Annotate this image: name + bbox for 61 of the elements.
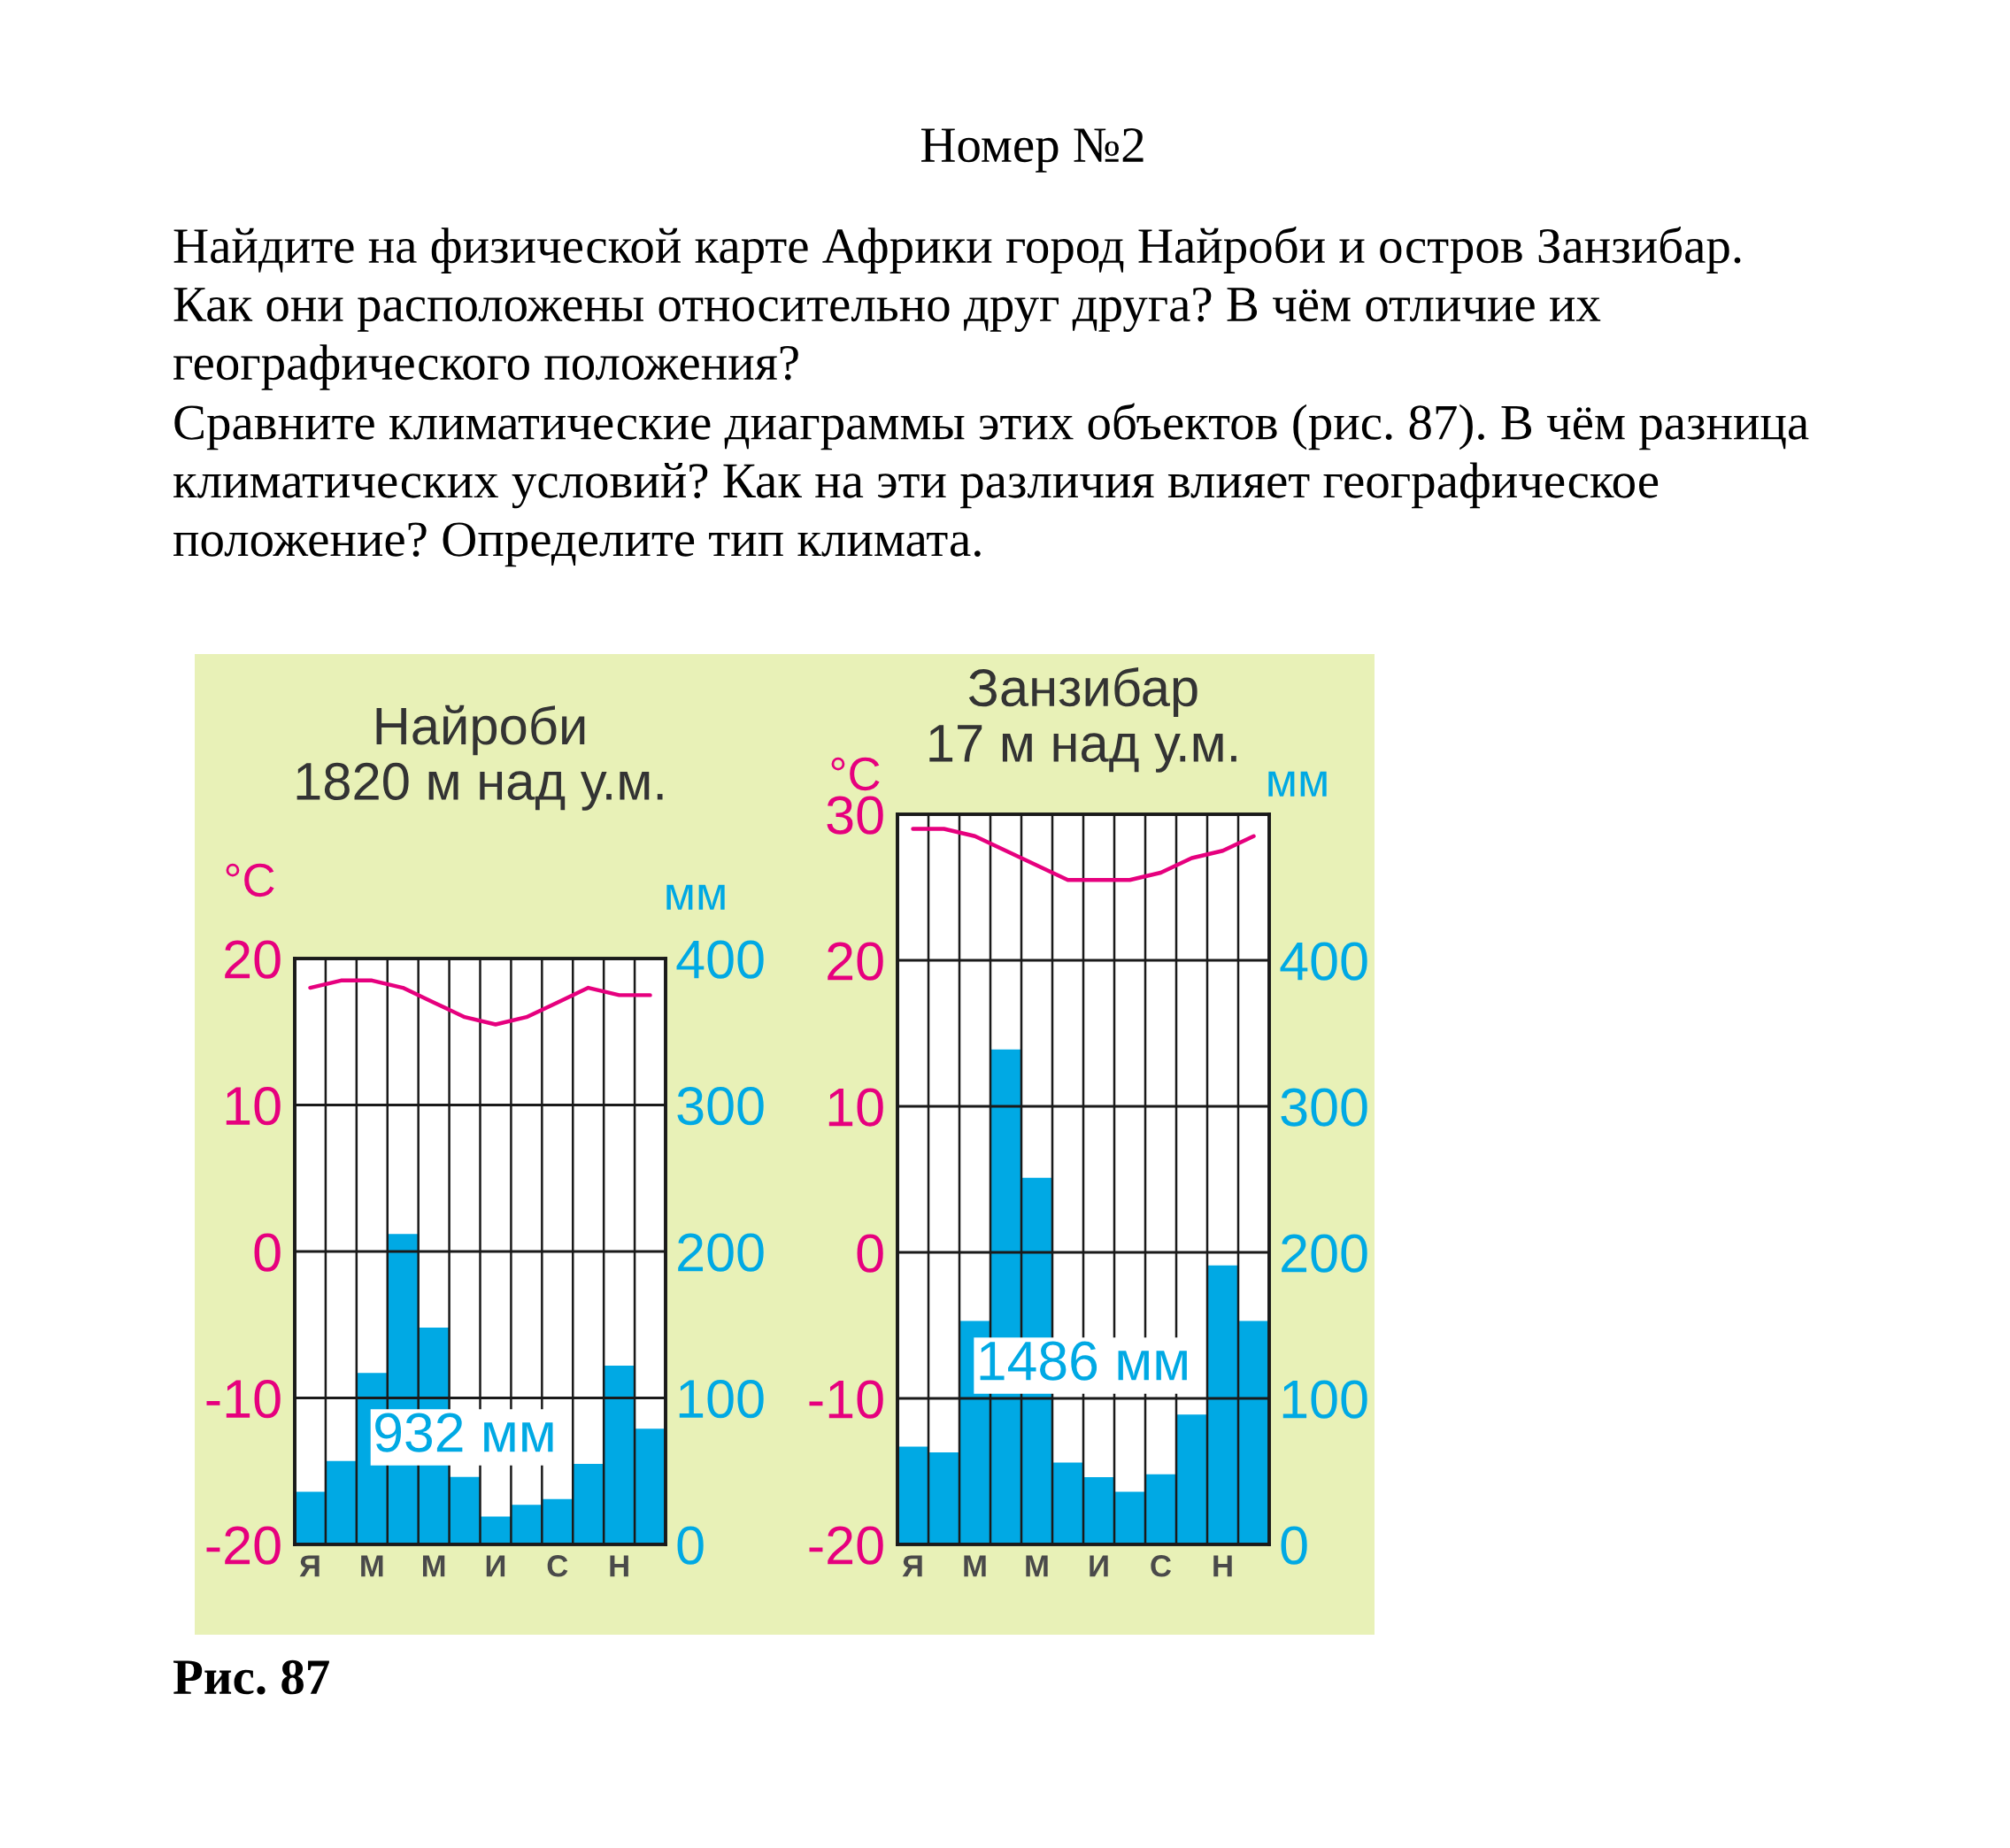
text: Найдите на физической карте Африки город Найроби и остров Занзибар. Как они расположены относительно друг друга? В чём отличие их географического положения? Сравните климатические диаграммы этих объектов (рис. 87). В чём разница климатических условий? Как на эти различия влияет географическое положение? Определите тип климата. [173, 227, 1809, 567]
bar [1052, 1462, 1083, 1544]
chart-subtitle: 1820 м над у.м. [296, 762, 663, 811]
annotation: 1486 мм [980, 1341, 1187, 1381]
chart-title: Занзибар [968, 666, 1198, 718]
text: Номер №2 [920, 127, 1144, 173]
y-tick-label: -20 [206, 1526, 281, 1565]
chart-subtitle: 17 м над у.м. [929, 725, 1236, 773]
bar [897, 1446, 928, 1544]
line-series [911, 827, 1256, 882]
y2-tick-label: 200 [678, 1233, 764, 1272]
x-tick-label: Н [1213, 1555, 1232, 1577]
line-series [308, 978, 652, 1027]
x-tick-label: М [422, 1555, 445, 1577]
y-axis-title: °C [831, 757, 880, 791]
bar [928, 1452, 959, 1544]
bar [1176, 1414, 1207, 1544]
y2-tick-label: 0 [677, 1526, 704, 1565]
bar [604, 1366, 635, 1544]
x-tick-label: М [361, 1555, 383, 1577]
x-tick-label: М [1026, 1555, 1048, 1577]
bar [1083, 1477, 1114, 1544]
bar [573, 1463, 605, 1544]
y2-tick-label: 100 [1282, 1380, 1367, 1419]
x-tick-label: Я [299, 1555, 320, 1577]
x-tick-label: И [1090, 1555, 1108, 1577]
y2-tick-label: 100 [679, 1379, 764, 1419]
bar [325, 1460, 357, 1544]
y2-tick-label: 200 [1282, 1234, 1367, 1273]
bar [635, 1428, 666, 1544]
bar [1207, 1265, 1238, 1544]
bar [1145, 1474, 1176, 1544]
y-tick-label: 0 [857, 1234, 883, 1273]
x-tick-label: И [486, 1555, 505, 1577]
y-tick-label: 10 [226, 1086, 281, 1126]
bar [1238, 1321, 1269, 1544]
y-tick-label: -20 [809, 1526, 883, 1565]
y-tick-label: 20 [828, 942, 883, 981]
x-tick-label: С [547, 1555, 568, 1577]
annotation: 932 мм [375, 1413, 553, 1452]
y-tick-label: 0 [254, 1233, 281, 1272]
y2-tick-label: 300 [1281, 1088, 1367, 1127]
y2-tick-label: 300 [677, 1086, 764, 1126]
y-tick-label: 20 [225, 940, 281, 979]
x-tick-label: С [1151, 1555, 1172, 1577]
y2-axis-title: мм [666, 884, 725, 910]
chart-title: Найроби [376, 705, 585, 756]
bar [1114, 1491, 1145, 1544]
y2-tick-label: 400 [1280, 942, 1367, 981]
y2-axis-title: мм [1268, 771, 1327, 797]
y-tick-label: 10 [828, 1088, 883, 1127]
text: Рис. 87 [173, 1659, 329, 1695]
x-tick-label: Н [610, 1555, 628, 1577]
y-axis-title: °C [226, 863, 274, 897]
y-tick-label: -10 [206, 1379, 281, 1419]
x-tick-label: Я [902, 1555, 922, 1577]
y-tick-label: -10 [809, 1380, 883, 1419]
x-tick-label: М [964, 1555, 986, 1577]
y2-tick-label: 0 [1281, 1526, 1307, 1565]
y2-tick-label: 400 [676, 940, 764, 979]
y-tick-label: 30 [827, 796, 883, 835]
